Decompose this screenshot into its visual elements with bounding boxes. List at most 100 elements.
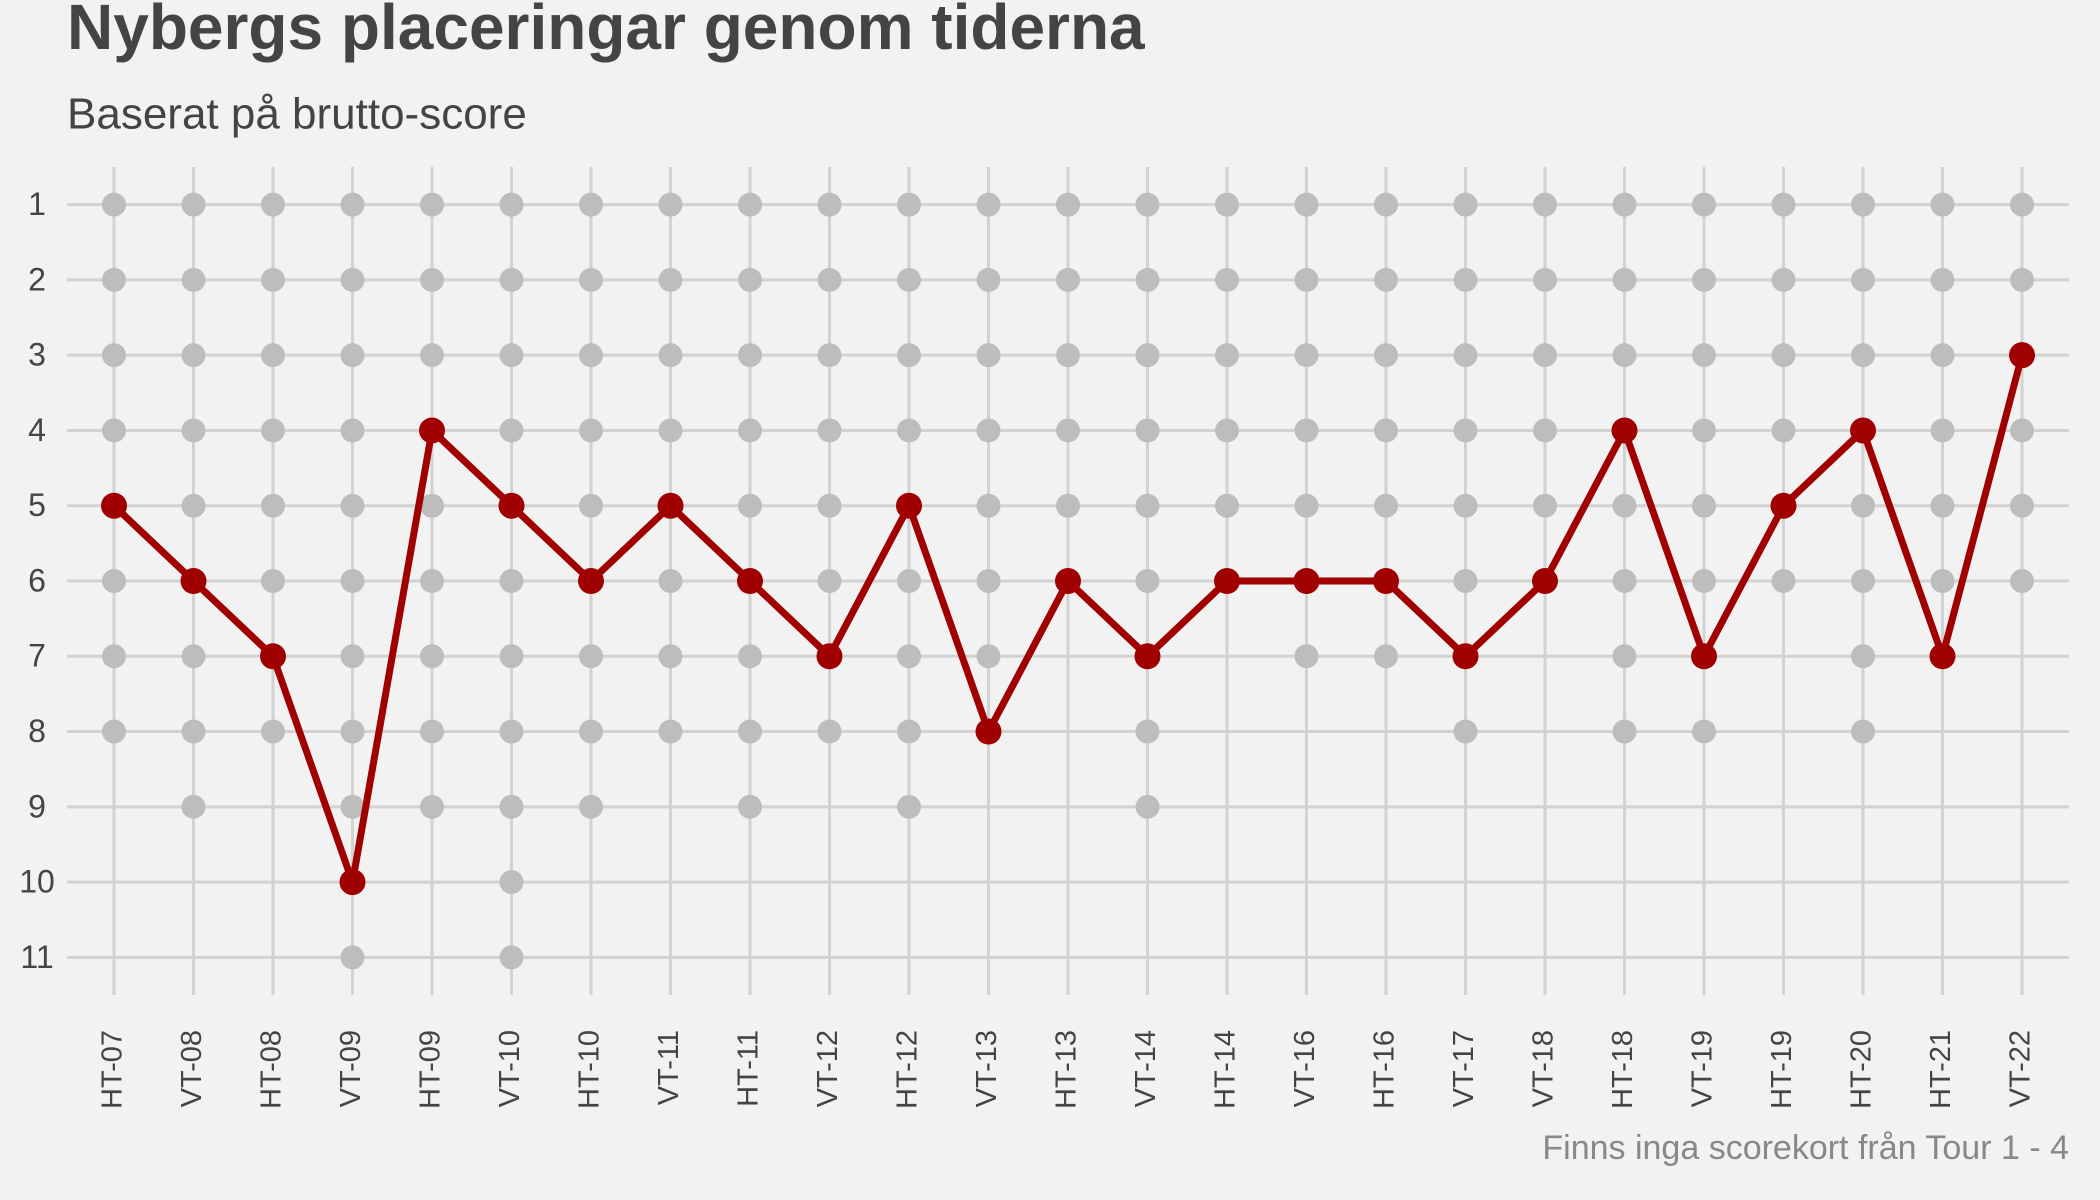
participant-dot xyxy=(1135,418,1160,443)
x-tick-label: HT-14 xyxy=(1210,1030,1242,1109)
participant-dot xyxy=(579,719,603,744)
participant-dot xyxy=(1612,719,1637,744)
participant-dot xyxy=(1056,267,1080,292)
participant-dot xyxy=(102,267,126,292)
y-tick-label: 1 xyxy=(28,186,46,222)
point xyxy=(1214,568,1240,594)
participant-dot xyxy=(340,569,365,593)
participant-dot xyxy=(1294,644,1319,669)
x-tick-label: HT-13 xyxy=(1051,1030,1083,1109)
x-tick-label: VT-22 xyxy=(2005,1030,2037,1107)
participant-dot xyxy=(817,343,842,368)
participant-dot xyxy=(976,192,1001,217)
x-tick-label: VT-08 xyxy=(176,1030,208,1107)
participant-dot xyxy=(579,644,603,669)
participant-dot xyxy=(499,644,524,669)
participant-dot xyxy=(817,719,842,744)
participant-dot xyxy=(261,569,285,593)
participant-dot xyxy=(1692,418,1716,443)
participant-dot xyxy=(897,192,921,217)
participant-dot xyxy=(817,192,842,217)
participant-dot xyxy=(340,794,365,819)
x-tick-label: HT-11 xyxy=(733,1030,765,1107)
point xyxy=(101,492,127,519)
participant-dot xyxy=(1215,267,1239,292)
participant-dot xyxy=(1612,192,1637,217)
participant-dot xyxy=(1771,418,1796,443)
participant-dot xyxy=(1294,192,1319,217)
participant-dot xyxy=(102,418,126,443)
point xyxy=(180,568,207,594)
point xyxy=(1691,643,1717,670)
participant-dot xyxy=(1294,418,1319,443)
x-tick-label: VT-12 xyxy=(812,1030,844,1107)
participant-dot xyxy=(1533,192,1557,217)
point xyxy=(1850,417,1876,444)
participant-dot xyxy=(738,493,762,518)
participant-dot xyxy=(976,418,1001,443)
participant-dot xyxy=(1135,267,1160,292)
participant-dot xyxy=(2010,267,2034,292)
participant-dot xyxy=(897,418,921,443)
participant-dot xyxy=(499,343,524,368)
participant-dot xyxy=(102,644,126,669)
participant-dot xyxy=(1930,569,1955,593)
participant-dot xyxy=(658,569,683,593)
participant-dot xyxy=(420,343,444,368)
participant-dot xyxy=(1453,418,1478,443)
participant-dot xyxy=(1692,493,1716,518)
participant-dot xyxy=(181,192,206,217)
x-tick-label: HT-20 xyxy=(1846,1030,1878,1109)
y-tick-label: 2 xyxy=(28,261,46,297)
x-tick-label: HT-09 xyxy=(415,1030,447,1109)
participant-dot xyxy=(1056,418,1080,443)
x-tick-label: VT-19 xyxy=(1687,1030,1719,1107)
participant-dot xyxy=(181,267,206,292)
participant-dot xyxy=(1692,343,1716,368)
participant-dot xyxy=(738,343,762,368)
participant-dot xyxy=(738,644,762,669)
participant-dot xyxy=(1612,267,1637,292)
participant-dot xyxy=(1215,343,1239,368)
chart-subtitle: Baserat på brutto-score xyxy=(67,90,527,139)
participant-dot xyxy=(1374,418,1398,443)
participant-dot xyxy=(1294,267,1319,292)
participant-dot xyxy=(1612,569,1637,593)
participant-dot xyxy=(1135,192,1160,217)
participant-dot xyxy=(340,945,365,970)
x-tick-label: VT-09 xyxy=(335,1030,367,1107)
participant-dot xyxy=(1135,569,1160,593)
point xyxy=(816,643,843,670)
participant-dot xyxy=(261,493,285,518)
point xyxy=(896,492,922,519)
participant-dot xyxy=(340,267,365,292)
participant-dot xyxy=(1374,493,1398,518)
participant-dot xyxy=(1453,493,1478,518)
participant-dot xyxy=(976,493,1001,518)
x-tick-label: HT-21 xyxy=(1925,1030,1957,1109)
participant-dot xyxy=(1692,192,1716,217)
participant-dot xyxy=(420,719,444,744)
x-tick-label: VT-14 xyxy=(1130,1030,1162,1107)
participant-dot xyxy=(2010,418,2034,443)
participant-dot xyxy=(181,719,206,744)
participant-dot xyxy=(579,493,603,518)
point xyxy=(657,492,684,519)
participant-dot xyxy=(420,493,444,518)
participant-dot xyxy=(340,493,365,518)
participant-dot xyxy=(579,267,603,292)
participant-dot xyxy=(1135,343,1160,368)
participant-dot xyxy=(579,192,603,217)
participant-dot xyxy=(1374,267,1398,292)
participant-dot xyxy=(1056,343,1080,368)
participant-dot xyxy=(1771,192,1796,217)
participant-dot xyxy=(1692,569,1716,593)
participant-dot xyxy=(2010,493,2034,518)
point xyxy=(1373,568,1399,594)
participant-dot xyxy=(340,418,365,443)
participant-dot xyxy=(340,644,365,669)
participant-dot xyxy=(261,267,285,292)
participant-dot xyxy=(976,343,1001,368)
point xyxy=(339,869,366,896)
participant-dot xyxy=(1533,343,1557,368)
